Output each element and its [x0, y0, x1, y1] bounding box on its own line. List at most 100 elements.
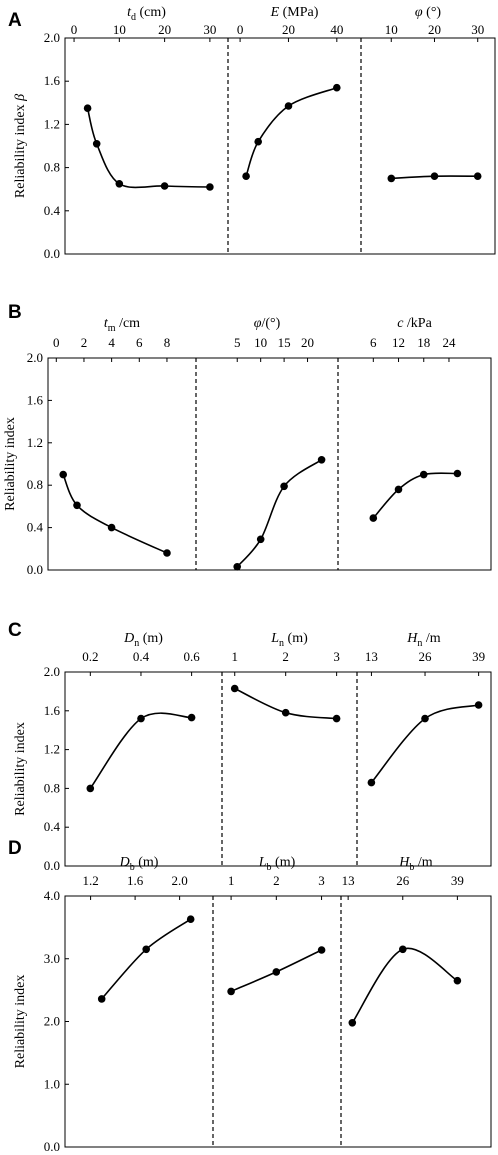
data-point — [86, 784, 95, 793]
data-point — [242, 172, 250, 180]
y-axis-label: Reliability index — [13, 975, 28, 1069]
x-tick-label: 15 — [278, 335, 291, 350]
x-tick-label: 10 — [385, 22, 398, 37]
x-tick-label: 30 — [471, 22, 484, 37]
x-tick-label: 24 — [442, 335, 456, 350]
y-tick-label: 0.0 — [27, 562, 43, 577]
y-tick-label: 3.0 — [44, 951, 60, 966]
x-axis-label: Hb /m — [398, 855, 433, 873]
data-point — [430, 172, 439, 180]
x-tick-label: 12 — [392, 335, 405, 350]
x-axis-label: Db (m) — [119, 855, 159, 873]
x-tick-label: 2.0 — [171, 873, 187, 888]
data-point — [281, 708, 290, 717]
data-point — [387, 174, 396, 183]
data-point — [115, 180, 124, 188]
panel-d: D 0.0 1.0 2.0 3.0 4.0 Reliability index 1.2 1.6 2… — [8, 838, 492, 1154]
plot-frame — [64, 671, 492, 867]
y-tick-label: 2.0 — [27, 350, 43, 365]
x-tick-label: 1.2 — [82, 873, 98, 888]
y-tick-label: 1.6 — [44, 73, 61, 88]
panel-label: C — [8, 620, 22, 641]
series-line — [236, 459, 323, 568]
x-tick-label: 6 — [370, 335, 377, 350]
panel-label: B — [8, 302, 22, 323]
series-line — [372, 472, 458, 519]
x-tick-label: 20 — [158, 22, 171, 37]
data-point — [453, 469, 462, 478]
y-tick-label: 1.6 — [44, 703, 61, 718]
data-point — [160, 182, 169, 190]
x-tick-label: 20 — [301, 335, 314, 350]
x-tick-label: 20 — [428, 22, 441, 37]
x-tick-label: 40 — [330, 22, 343, 37]
x-tick-label: 26 — [419, 649, 433, 664]
y-axis-label: Reliability index — [3, 417, 18, 511]
data-point — [107, 523, 116, 532]
data-point — [284, 102, 293, 110]
subplot-3: 6 12 18 24 c /kPa — [369, 316, 462, 522]
y-tick-label: 0.8 — [27, 477, 43, 492]
data-point — [230, 684, 239, 693]
y-tick-label: 0.4 — [44, 819, 61, 834]
x-tick-label: 0.2 — [82, 649, 98, 664]
data-point — [369, 514, 378, 522]
y-tick-label: 2.0 — [44, 1014, 60, 1029]
subplot-1: 0 2 4 6 8 tm /cm — [53, 316, 171, 557]
series-line — [86, 108, 210, 189]
data-point — [187, 713, 196, 722]
subplot-1: 1.2 1.6 2.0 Db (m) — [82, 855, 195, 1003]
x-tick-label: 1.6 — [127, 873, 144, 888]
x-axis-label: Lb (m) — [258, 855, 296, 873]
plot-frame — [64, 895, 492, 1148]
x-tick-label: 4 — [108, 335, 115, 350]
series-line — [245, 86, 338, 177]
data-point — [419, 470, 428, 479]
data-point — [280, 482, 288, 491]
y-tick-label: 1.0 — [44, 1076, 60, 1091]
x-axis-label: Hn /m — [406, 631, 441, 649]
x-axis-label: td (cm) — [127, 5, 166, 23]
data-point — [473, 172, 482, 180]
y-tick-label: 0.0 — [44, 1139, 60, 1154]
panel-a: A 0.0 0.4 0.8 1.2 1.6 2.0 Reliability index β 0 1… — [8, 5, 496, 261]
data-point — [272, 968, 281, 976]
data-point — [97, 995, 106, 1003]
subplot-2: 0 20 40 E (MPa) — [237, 5, 343, 180]
x-tick-label: 30 — [203, 22, 216, 37]
series-line — [62, 474, 168, 554]
subplot-2: 1 2 3 Ln (m) — [230, 631, 341, 723]
x-axis-label: Ln (m) — [270, 631, 308, 649]
y-tick-label: 4.0 — [44, 888, 60, 903]
data-point — [474, 701, 483, 709]
y-tick-label: 1.2 — [27, 435, 43, 450]
data-point — [227, 987, 235, 996]
data-point — [317, 456, 326, 464]
x-axis-label: Dn (m) — [123, 631, 163, 649]
data-point — [332, 714, 341, 723]
subplot-2: 5 10 15 20 φ/(°) — [233, 316, 326, 571]
data-point — [233, 563, 241, 571]
subplot-3: 13 26 39 Hb /m — [342, 855, 464, 1027]
x-tick-label: 10 — [113, 22, 126, 37]
series-line — [351, 947, 458, 1024]
x-tick-label: 8 — [164, 335, 171, 350]
y-tick-label: 1.2 — [44, 742, 60, 757]
x-tick-label: 6 — [136, 335, 143, 350]
data-point — [206, 183, 214, 191]
data-point — [254, 137, 262, 146]
x-tick-label: 20 — [282, 22, 295, 37]
y-tick-label: 2.0 — [44, 30, 60, 45]
x-tick-label: 39 — [451, 873, 464, 888]
subplot-3: 13 26 39 Hn /m — [365, 631, 485, 787]
y-tick-label: 0.0 — [44, 246, 60, 261]
x-tick-label: 0.4 — [133, 649, 150, 664]
data-point — [348, 1019, 357, 1027]
plot-frame — [64, 37, 496, 255]
x-tick-label: 1 — [231, 649, 238, 664]
y-tick-label: 0.4 — [44, 203, 61, 218]
plot-frame — [47, 357, 492, 571]
data-point — [421, 714, 429, 723]
